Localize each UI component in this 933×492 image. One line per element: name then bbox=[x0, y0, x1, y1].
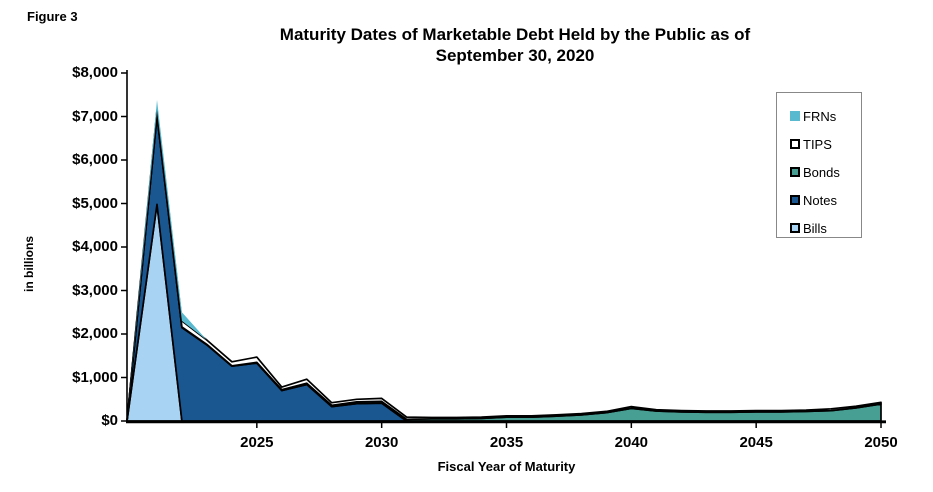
chart-title: Maturity Dates of Marketable Debt Held b… bbox=[95, 24, 933, 66]
chart-title-line1: Maturity Dates of Marketable Debt Held b… bbox=[279, 25, 751, 44]
legend-item-frns: FRNs bbox=[777, 102, 861, 130]
y-tick-label: $2,000 bbox=[72, 325, 118, 342]
legend-swatch-icon bbox=[790, 223, 800, 233]
legend-label: TIPS bbox=[803, 136, 832, 152]
x-tick-label: 2025 bbox=[240, 434, 274, 451]
y-tick-label: $0 bbox=[101, 412, 118, 429]
legend-item-tips: TIPS bbox=[777, 130, 861, 158]
y-tick-label: $1,000 bbox=[72, 368, 118, 386]
legend-swatch-icon bbox=[790, 167, 800, 177]
legend-label: FRNs bbox=[803, 108, 837, 124]
legend-item-notes: Notes bbox=[777, 186, 861, 214]
y-tick-label: $4,000 bbox=[72, 238, 118, 255]
area-band-notes bbox=[126, 115, 882, 422]
area-band-tips bbox=[126, 109, 882, 422]
x-tick-label: 2035 bbox=[489, 434, 524, 451]
x-tick-label: 2045 bbox=[739, 434, 773, 451]
legend-label: Bills bbox=[803, 220, 827, 236]
legend-box: FRNs TIPS Bonds Notes Bills bbox=[776, 92, 862, 238]
y-tick-label: $8,000 bbox=[72, 64, 118, 81]
legend-swatch-icon bbox=[790, 195, 800, 205]
x-axis-title: Fiscal Year of Maturity bbox=[437, 459, 576, 474]
y-tick-label: $5,000 bbox=[72, 194, 118, 212]
y-tick-label: $6,000 bbox=[72, 151, 118, 168]
legend-item-bills: Bills bbox=[777, 214, 861, 242]
y-tick-label: $7,000 bbox=[72, 107, 118, 125]
x-tick-label: 2040 bbox=[614, 434, 649, 451]
legend-swatch-icon bbox=[790, 111, 800, 121]
y-tick-label: $3,000 bbox=[72, 281, 118, 299]
legend-label: Bonds bbox=[803, 164, 840, 180]
x-tick-label: 2050 bbox=[864, 434, 898, 451]
legend-swatch-icon bbox=[790, 139, 800, 149]
chart-title-line2: September 30, 2020 bbox=[435, 46, 595, 65]
legend-item-bonds: Bonds bbox=[777, 158, 861, 186]
figure-label: Figure 3 bbox=[27, 9, 78, 24]
x-tick-label: 2030 bbox=[364, 434, 399, 451]
legend-label: Notes bbox=[803, 192, 837, 208]
